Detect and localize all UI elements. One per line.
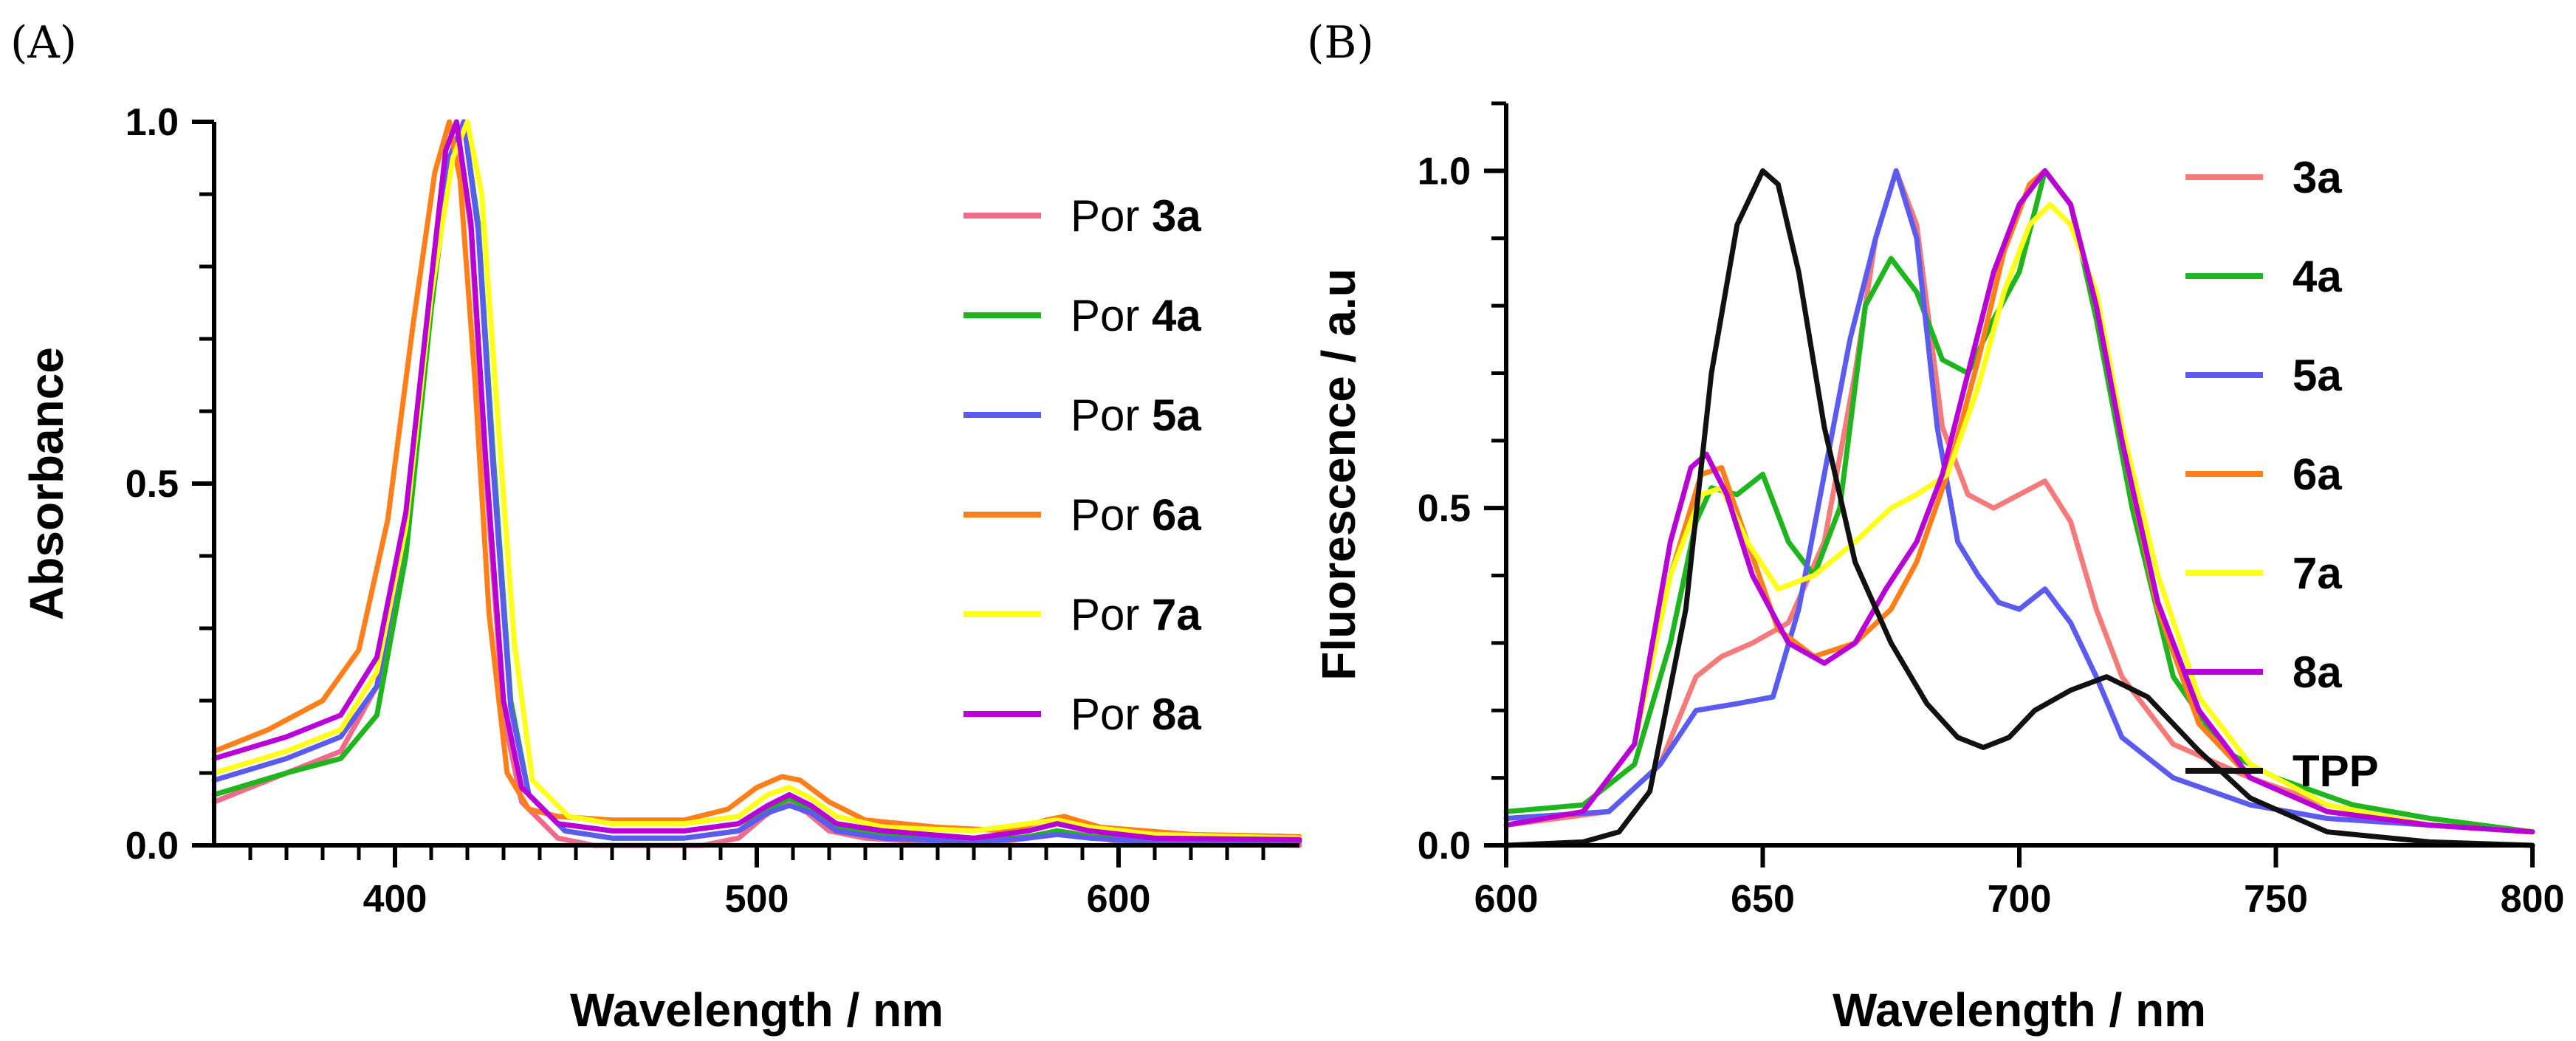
y-tick-label: 0.5 [126, 463, 179, 506]
legend-prefix: Por [1071, 191, 1152, 241]
legend-label: 7a [2292, 549, 2342, 598]
x-tick-label: 400 [363, 878, 427, 921]
legend-id: 5a [1152, 391, 1201, 440]
legend-prefix: Por [1071, 291, 1152, 340]
series-line-por-6a [211, 119, 1302, 839]
y-tick-label: 0.0 [126, 825, 179, 868]
series-line-tpp [1503, 168, 2535, 848]
y-tick-label: 0.5 [1418, 487, 1471, 530]
legend-id: TPP [2292, 746, 2379, 796]
legend-label: 5a [2292, 351, 2342, 400]
legend-id: 3a [1152, 191, 1201, 241]
legend-id: 5a [2292, 351, 2342, 400]
series-line-7a [1503, 202, 2535, 835]
legend-label: 8a [2292, 647, 2342, 697]
legend-label: Por 7a [1071, 590, 1201, 639]
x-axis-title: Wavelength / nm [1833, 983, 2206, 1037]
panel-label: (B) [1307, 17, 1374, 69]
legend-label: 4a [2292, 252, 2342, 301]
legend-id: 8a [1152, 690, 1201, 739]
panel-A: (A) 400 500 600 0.0 0.5 1.0 Wavelength / nm Abso… [10, 17, 1302, 1037]
legend-id: 7a [2292, 549, 2342, 598]
legend-id: 7a [1152, 590, 1201, 639]
x-tick-label: 700 [1988, 878, 2052, 921]
series-line-6a [1503, 168, 2535, 835]
legend-id: 8a [2292, 647, 2342, 697]
legend-label: Por 5a [1071, 391, 1201, 440]
series-line-8a [1503, 168, 2535, 835]
x-tick-label: 750 [2244, 878, 2308, 921]
x-tick-label: 600 [1087, 878, 1151, 921]
legend-prefix: Por [1071, 490, 1152, 540]
legend-id: 3a [2292, 153, 2342, 202]
legend-id: 4a [1152, 291, 1201, 340]
legend-label: 6a [2292, 450, 2342, 499]
x-tick-label: 650 [1731, 878, 1795, 921]
x-tick-label: 800 [2501, 878, 2565, 921]
series-line-5a [1503, 168, 2535, 835]
legend-label: Por 8a [1071, 690, 1201, 739]
legend-id: 6a [2292, 450, 2342, 499]
legend-id: 4a [2292, 252, 2342, 301]
y-tick-label: 1.0 [1418, 150, 1471, 193]
legend-label: Por 3a [1071, 191, 1201, 241]
series-group [211, 119, 1302, 848]
y-axis-title: Fluorescence / a.u [1312, 268, 1365, 680]
panel-label: (A) [10, 17, 77, 69]
x-axis-title: Wavelength / nm [570, 983, 944, 1037]
y-tick-label: 0.0 [1418, 825, 1471, 868]
legend-label: 3a [2292, 153, 2342, 202]
series-group [1503, 168, 2535, 848]
y-axis-title: Absorbance [20, 347, 73, 620]
legend-label: TPP [2292, 746, 2379, 796]
legend-id: 6a [1152, 490, 1201, 540]
legend: 3a 4a 5a 6a 7a 8a TPP [2185, 153, 2379, 796]
legend-label: Por 6a [1071, 490, 1201, 540]
y-tick-label: 1.0 [126, 101, 179, 144]
panel-B: (B) 600 650 700 750 800 0.0 0.5 1.0 Wavelength / … [1307, 17, 2564, 1037]
x-tick-label: 500 [725, 878, 789, 921]
legend-label: Por 4a [1071, 291, 1201, 340]
series-line-por-8a [211, 119, 1302, 842]
legend-prefix: Por [1071, 590, 1152, 639]
series-line-3a [1503, 168, 2535, 835]
legend-prefix: Por [1071, 690, 1152, 739]
legend-prefix: Por [1071, 391, 1152, 440]
x-tick-label: 600 [1474, 878, 1539, 921]
